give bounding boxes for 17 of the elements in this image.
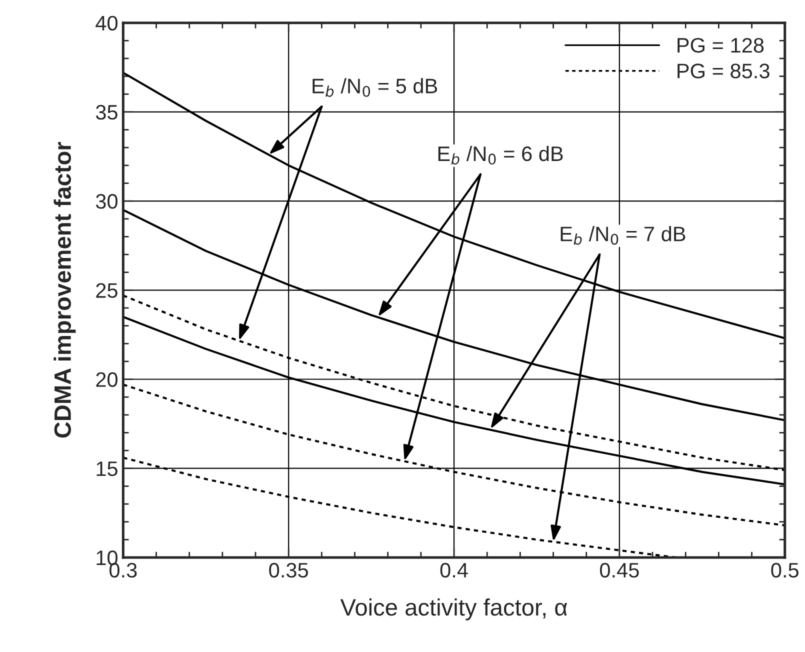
legend-label: PG = 85.3	[678, 64, 770, 78]
legend-label: PG = 128	[678, 38, 764, 53]
y-tick-label: 40	[96, 16, 118, 31]
annotation: E$_{b}$ /N$_{0}$ = 6 dB	[438, 146, 563, 165]
x-tick-label: 0.4	[440, 562, 468, 578]
y-tick-label: 35	[96, 104, 118, 120]
annotation: E$_{b}$ /N$_{0}$ = 5 dB	[312, 78, 438, 97]
x-tick-label: 0.5	[771, 562, 798, 578]
y-tick-label: 20	[96, 372, 118, 387]
x-tick-label: 0.35	[269, 562, 308, 578]
x-axis-title: Voice activity factor, α	[340, 598, 568, 620]
annotation: E$_{b}$ /N$_{0}$ = 7 dB	[560, 226, 686, 245]
y-tick-label: 25	[96, 283, 118, 298]
y-axis-title: CDMA improvement factor	[54, 142, 76, 438]
y-tick-label: 15	[96, 462, 118, 476]
x-tick-label: 0.45	[600, 562, 639, 578]
y-tick-label: 30	[96, 194, 118, 209]
